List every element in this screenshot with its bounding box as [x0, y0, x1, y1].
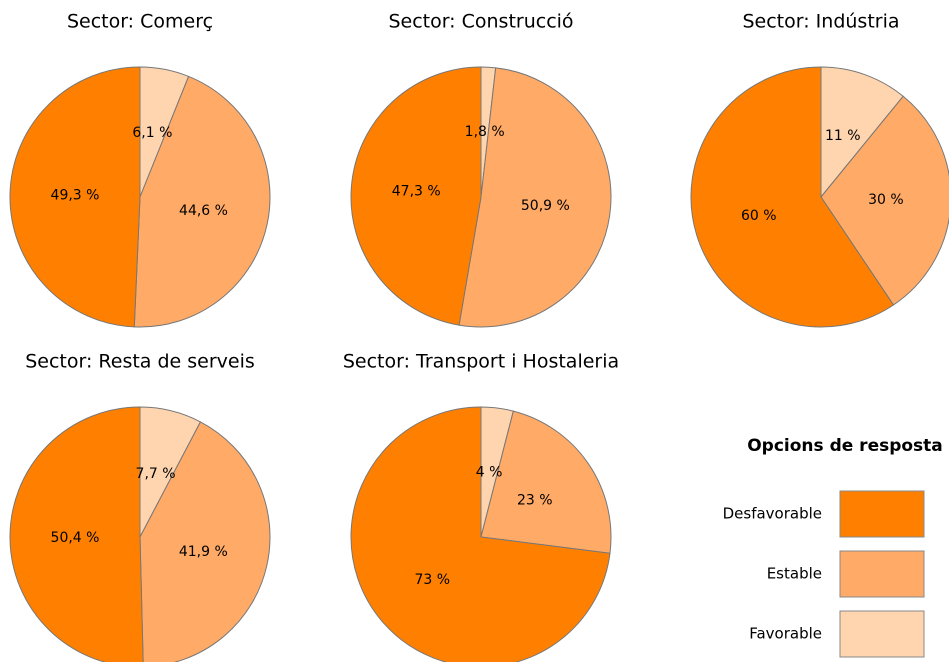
- data-label: 73 %: [414, 572, 450, 588]
- data-label: 30 %: [868, 192, 904, 208]
- legend-swatch: [839, 610, 925, 658]
- pie-slice: [139, 421, 271, 662]
- data-label: 50,4 %: [51, 530, 100, 546]
- pie-title: Sector: Comerç: [67, 11, 213, 33]
- pie-slice: [458, 67, 612, 328]
- pie-slice: [350, 406, 611, 662]
- data-label: 23 %: [517, 492, 553, 508]
- pie-title: Sector: Transport i Hostaleria: [343, 351, 619, 373]
- data-label: 50,9 %: [521, 198, 570, 214]
- pie-slice: [133, 75, 271, 328]
- legend-title: Opcions de resposta: [747, 436, 943, 456]
- pie-slice: [690, 66, 895, 328]
- data-label: 41,9 %: [179, 544, 228, 560]
- data-label: 47,3 %: [392, 183, 441, 199]
- data-label: 1,8 %: [465, 124, 505, 140]
- legend-swatch: [839, 490, 925, 538]
- pie-slice: [480, 410, 612, 554]
- legend-swatch: [839, 550, 925, 598]
- data-label: 6,1 %: [132, 125, 172, 141]
- data-label: 44,6 %: [179, 203, 228, 219]
- pie-slice: [350, 66, 482, 326]
- pie-title: Sector: Indústria: [742, 11, 899, 33]
- data-label: 7,7 %: [136, 466, 176, 482]
- pie-slice: [820, 95, 949, 306]
- pie-slice: [9, 66, 141, 328]
- legend-label: Desfavorable: [723, 505, 822, 523]
- pie-title: Sector: Construcció: [388, 11, 573, 33]
- pie-title: Sector: Resta de serveis: [25, 351, 255, 373]
- pie-slice: [820, 66, 904, 199]
- data-label: 4 %: [476, 465, 503, 481]
- legend-label: Favorable: [749, 625, 822, 643]
- data-label: 11 %: [825, 128, 861, 144]
- data-label: 60 %: [741, 208, 777, 224]
- legend-label: Estable: [767, 565, 822, 583]
- pie-slice: [9, 406, 144, 662]
- data-label: 49,3 %: [51, 188, 100, 204]
